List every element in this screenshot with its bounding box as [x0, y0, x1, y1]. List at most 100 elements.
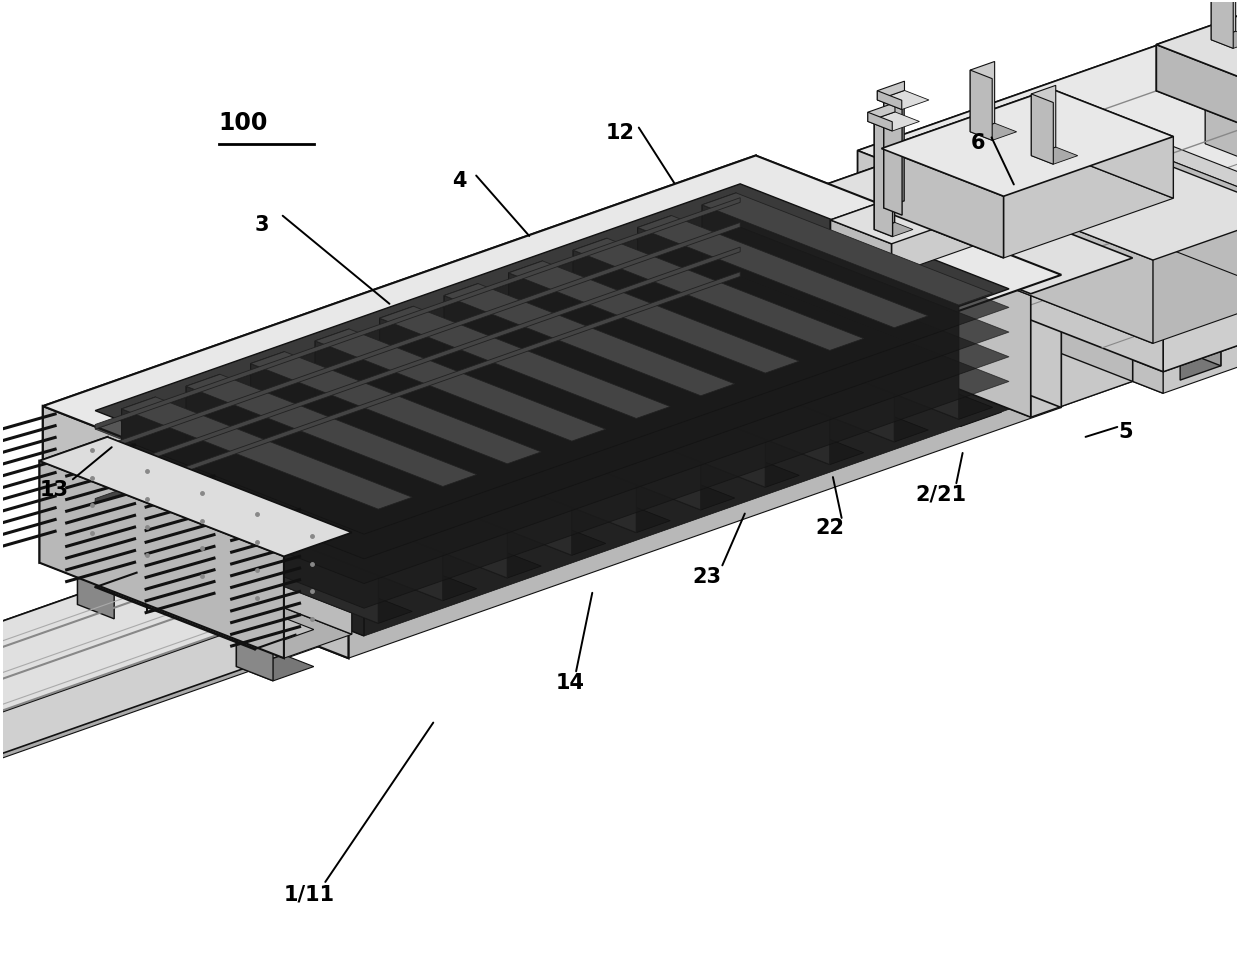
Polygon shape [95, 248, 740, 479]
Polygon shape [756, 156, 1061, 408]
Polygon shape [884, 101, 903, 216]
Polygon shape [1143, 336, 1184, 366]
Text: 14: 14 [556, 672, 585, 692]
Polygon shape [508, 376, 800, 487]
Polygon shape [970, 62, 994, 133]
Polygon shape [831, 221, 892, 275]
Polygon shape [1205, 42, 1240, 154]
Polygon shape [95, 277, 1009, 609]
Polygon shape [78, 568, 114, 619]
Polygon shape [0, 575, 135, 767]
Polygon shape [508, 273, 765, 487]
Text: 1/11: 1/11 [284, 884, 335, 904]
Polygon shape [882, 90, 1052, 211]
Polygon shape [1035, 109, 1240, 309]
Polygon shape [1035, 102, 1056, 204]
Polygon shape [95, 228, 1009, 559]
Polygon shape [878, 92, 901, 110]
Polygon shape [78, 553, 118, 605]
Polygon shape [1211, 0, 1236, 41]
Polygon shape [909, 117, 1240, 261]
Polygon shape [40, 438, 352, 557]
Polygon shape [40, 461, 284, 659]
Polygon shape [1205, 42, 1225, 144]
Polygon shape [122, 397, 155, 523]
Polygon shape [444, 284, 735, 396]
Polygon shape [186, 375, 221, 501]
Polygon shape [1163, 32, 1240, 372]
Polygon shape [237, 630, 273, 681]
Polygon shape [40, 540, 352, 659]
Polygon shape [95, 411, 365, 637]
Polygon shape [43, 156, 1061, 526]
Text: 3: 3 [254, 214, 269, 234]
Polygon shape [924, 336, 1002, 365]
Polygon shape [786, 164, 1132, 295]
Polygon shape [573, 353, 864, 465]
Polygon shape [1030, 259, 1132, 418]
Polygon shape [508, 262, 543, 388]
Text: 6: 6 [971, 133, 986, 152]
Polygon shape [1157, 0, 1240, 92]
Polygon shape [878, 82, 904, 101]
Polygon shape [315, 444, 606, 556]
Polygon shape [0, 359, 841, 769]
Polygon shape [882, 151, 1173, 259]
Polygon shape [95, 272, 740, 504]
Polygon shape [858, 151, 1163, 372]
Polygon shape [250, 364, 507, 578]
Polygon shape [573, 239, 608, 365]
Polygon shape [95, 203, 1009, 535]
Polygon shape [379, 307, 671, 419]
Polygon shape [43, 407, 348, 659]
Polygon shape [43, 289, 1061, 659]
Polygon shape [868, 113, 893, 132]
Polygon shape [976, 256, 1013, 285]
Polygon shape [909, 117, 1044, 249]
Polygon shape [237, 615, 277, 667]
Polygon shape [874, 122, 893, 237]
Polygon shape [874, 223, 913, 237]
Polygon shape [573, 251, 830, 465]
Polygon shape [0, 359, 976, 817]
Polygon shape [135, 575, 257, 660]
Polygon shape [122, 512, 412, 624]
Text: 23: 23 [692, 566, 720, 586]
Polygon shape [637, 216, 672, 342]
Polygon shape [970, 124, 1017, 141]
Polygon shape [831, 192, 911, 252]
Polygon shape [78, 553, 155, 582]
Polygon shape [0, 575, 257, 778]
Polygon shape [1143, 352, 1221, 381]
Polygon shape [1184, 336, 1221, 366]
Polygon shape [884, 94, 904, 208]
Polygon shape [78, 590, 155, 619]
Polygon shape [508, 262, 800, 374]
Polygon shape [702, 194, 737, 320]
Polygon shape [444, 398, 735, 511]
Polygon shape [858, 15, 1240, 274]
Polygon shape [186, 387, 443, 601]
Polygon shape [250, 353, 285, 479]
Polygon shape [379, 319, 636, 533]
Polygon shape [637, 216, 929, 328]
Polygon shape [888, 164, 1132, 382]
Text: 5: 5 [1118, 422, 1133, 442]
Text: 100: 100 [218, 111, 268, 136]
Polygon shape [924, 351, 961, 427]
Polygon shape [970, 71, 992, 141]
Polygon shape [1032, 86, 1055, 156]
Polygon shape [40, 438, 108, 563]
Polygon shape [786, 199, 1030, 418]
Polygon shape [858, 0, 1240, 253]
Polygon shape [702, 194, 993, 306]
Polygon shape [1211, 32, 1240, 49]
Polygon shape [702, 205, 959, 420]
Polygon shape [573, 239, 864, 351]
Polygon shape [858, 15, 1240, 372]
Polygon shape [972, 270, 1013, 299]
Polygon shape [868, 104, 895, 122]
Polygon shape [1180, 351, 1221, 381]
Polygon shape [250, 353, 541, 464]
Polygon shape [924, 398, 1002, 427]
